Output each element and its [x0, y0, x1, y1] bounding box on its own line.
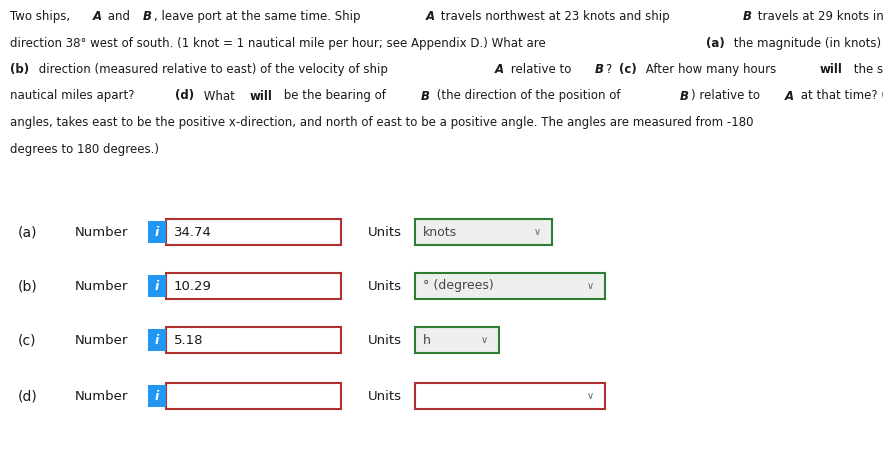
Text: 34.74: 34.74	[174, 226, 212, 238]
Text: (b): (b)	[18, 279, 38, 293]
Text: Number: Number	[75, 280, 128, 292]
Text: B: B	[421, 89, 430, 102]
Text: B: B	[679, 89, 689, 102]
Text: After how many hours: After how many hours	[642, 63, 780, 76]
Text: 5.18: 5.18	[174, 334, 203, 346]
FancyBboxPatch shape	[148, 275, 166, 297]
Text: (b): (b)	[10, 63, 29, 76]
Text: B: B	[743, 10, 751, 23]
Text: ) relative to: ) relative to	[691, 89, 764, 102]
Text: nautical miles apart?: nautical miles apart?	[10, 89, 139, 102]
Text: 10.29: 10.29	[174, 280, 212, 292]
Text: What: What	[200, 89, 238, 102]
Text: knots: knots	[423, 226, 457, 238]
Text: the magnitude (in knots) and: the magnitude (in knots) and	[730, 37, 883, 49]
Text: ∨: ∨	[586, 281, 593, 291]
FancyBboxPatch shape	[148, 329, 166, 351]
Text: i: i	[155, 390, 159, 402]
Text: i: i	[155, 226, 159, 238]
Text: Number: Number	[75, 390, 128, 402]
FancyBboxPatch shape	[166, 327, 341, 353]
Text: Number: Number	[75, 226, 128, 238]
Text: Number: Number	[75, 334, 128, 346]
FancyBboxPatch shape	[148, 221, 166, 243]
Text: B: B	[142, 10, 152, 23]
Text: be the bearing of: be the bearing of	[280, 89, 389, 102]
Text: ∨: ∨	[480, 335, 487, 345]
Text: Units: Units	[368, 390, 402, 402]
Text: will: will	[250, 89, 273, 102]
Text: angles, takes east to be the positive x-direction, and north of east to be a pos: angles, takes east to be the positive x-…	[10, 116, 753, 129]
Text: , leave port at the same time. Ship: , leave port at the same time. Ship	[155, 10, 365, 23]
Text: Units: Units	[368, 280, 402, 292]
Text: ?: ?	[606, 63, 616, 76]
Text: Units: Units	[368, 226, 402, 238]
Text: the ships be 180: the ships be 180	[849, 63, 883, 76]
Text: B: B	[594, 63, 603, 76]
Text: i: i	[155, 280, 159, 292]
Text: (d): (d)	[18, 389, 38, 403]
Text: Units: Units	[368, 334, 402, 346]
FancyBboxPatch shape	[415, 383, 605, 409]
FancyBboxPatch shape	[415, 327, 499, 353]
Text: (d): (d)	[176, 89, 194, 102]
Text: A: A	[426, 10, 434, 23]
Text: i: i	[155, 334, 159, 346]
Text: (a): (a)	[706, 37, 725, 49]
Text: (c): (c)	[619, 63, 637, 76]
FancyBboxPatch shape	[166, 383, 341, 409]
FancyBboxPatch shape	[166, 219, 341, 245]
Text: A: A	[785, 89, 794, 102]
Text: (the direction of the position of: (the direction of the position of	[433, 89, 623, 102]
Text: ∨: ∨	[586, 391, 593, 401]
Text: and: and	[104, 10, 134, 23]
Text: travels northwest at 23 knots and ship: travels northwest at 23 knots and ship	[437, 10, 674, 23]
FancyBboxPatch shape	[415, 273, 605, 299]
FancyBboxPatch shape	[415, 219, 552, 245]
Text: Two ships,: Two ships,	[10, 10, 74, 23]
Text: (c): (c)	[18, 333, 36, 347]
FancyBboxPatch shape	[148, 385, 166, 407]
Text: ∨: ∨	[533, 227, 540, 237]
Text: direction 38° west of south. (1 knot = 1 nautical mile per hour; see Appendix D.: direction 38° west of south. (1 knot = 1…	[10, 37, 549, 49]
Text: A: A	[494, 63, 504, 76]
Text: (a): (a)	[18, 225, 37, 239]
Text: h: h	[423, 334, 431, 346]
Text: at that time? (For your: at that time? (For your	[796, 89, 883, 102]
Text: A: A	[93, 10, 102, 23]
Text: relative to: relative to	[507, 63, 575, 76]
Text: travels at 29 knots in a: travels at 29 knots in a	[754, 10, 883, 23]
Text: degrees to 180 degrees.): degrees to 180 degrees.)	[10, 142, 159, 156]
Text: direction (measured relative to east) of the velocity of ship: direction (measured relative to east) of…	[34, 63, 391, 76]
Text: will: will	[820, 63, 843, 76]
FancyBboxPatch shape	[166, 273, 341, 299]
Text: ° (degrees): ° (degrees)	[423, 280, 494, 292]
